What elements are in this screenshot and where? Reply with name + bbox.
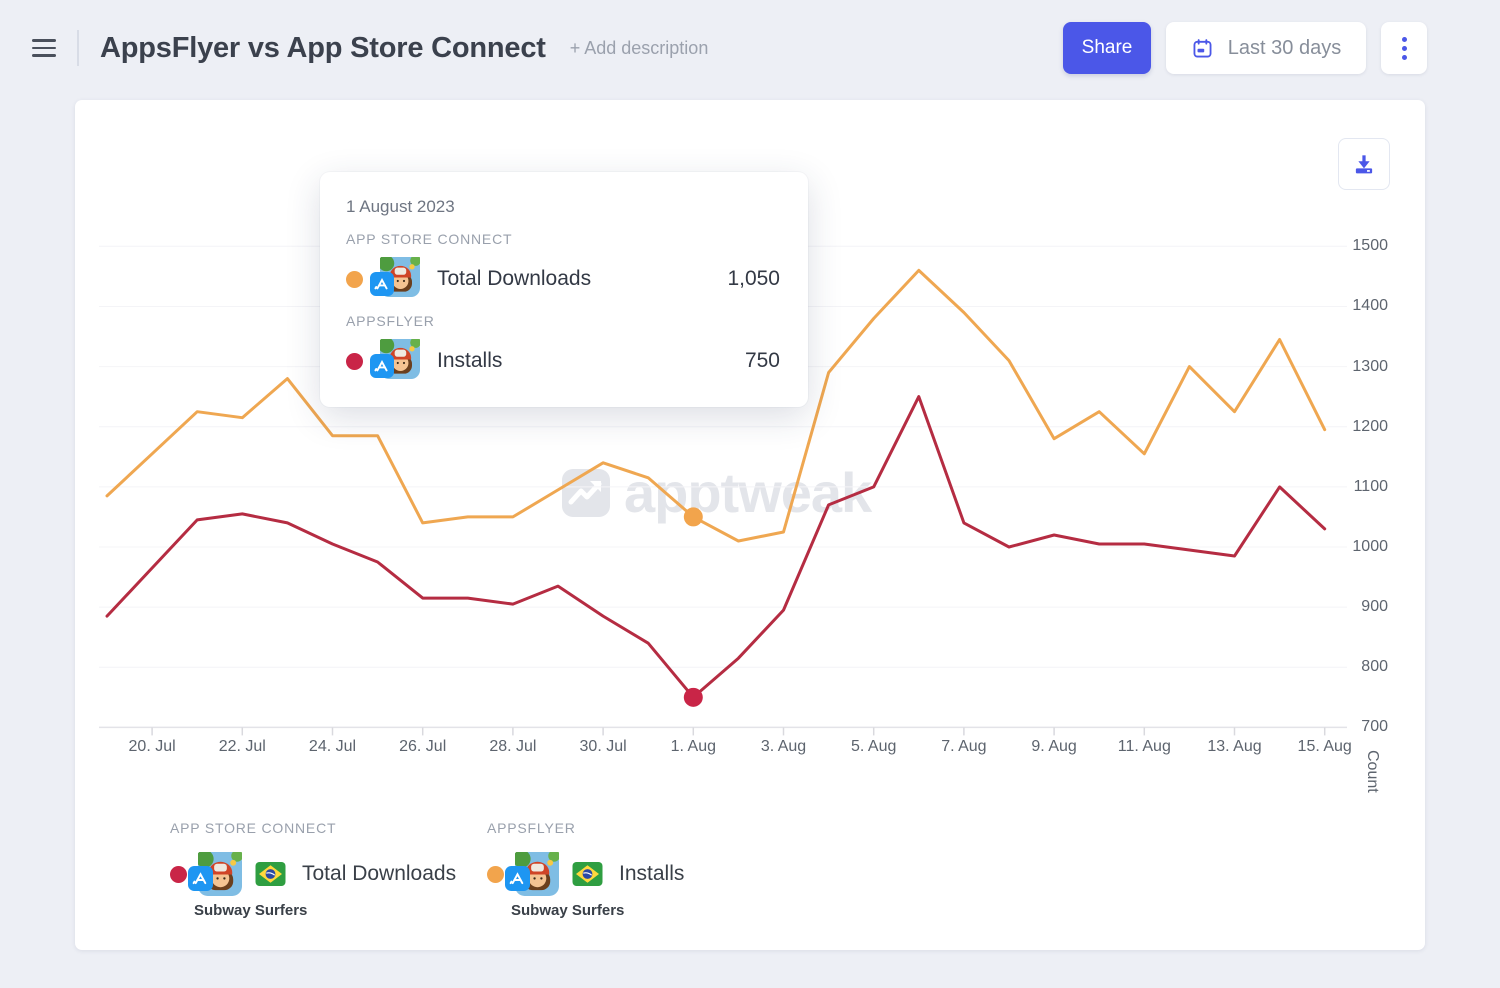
- kebab-icon: [1401, 36, 1407, 42]
- y-axis-title: Count: [1364, 750, 1381, 793]
- hamburger-menu-icon[interactable]: [32, 39, 56, 57]
- tooltip-metric-name: Installs: [437, 349, 503, 372]
- date-range-label: Last 30 days: [1227, 36, 1342, 59]
- highlight-dot-1[interactable]: [683, 687, 703, 707]
- add-description-link[interactable]: + Add description: [569, 37, 709, 58]
- app-store-badge-icon: [370, 272, 394, 301]
- calendar-icon: [1191, 37, 1214, 60]
- legend-item[interactable]: Installs: [487, 850, 685, 896]
- tooltip-date: 1 August 2023: [346, 197, 455, 216]
- page-title: AppsFlyer vs App Store Connect: [100, 31, 546, 64]
- tooltip-metric-row: Total Downloads 1,050: [346, 253, 780, 305]
- highlight-dot-0[interactable]: [683, 507, 703, 527]
- chart-card: apptweak 20. Jul 22. Jul 24. Jul 26. Jul 28.…: [75, 100, 1425, 950]
- brazil-flag-icon: [255, 862, 286, 886]
- series-color-dot: [487, 865, 504, 883]
- legend-app-name: Subway Surfers: [194, 902, 308, 919]
- subway-surfers-app-icon: [513, 850, 560, 901]
- header: AppsFlyer vs App Store Connect + Add des…: [0, 0, 1500, 96]
- header-divider: [77, 30, 79, 66]
- app-store-badge-icon: [505, 866, 530, 896]
- share-button[interactable]: Share: [1063, 22, 1151, 74]
- more-options-button[interactable]: [1381, 22, 1427, 74]
- brazil-flag-icon: [572, 862, 603, 886]
- chart-area: apptweak 20. Jul 22. Jul 24. Jul 26. Jul 28.…: [75, 100, 1425, 950]
- chart-tooltip: 1 August 2023 APP STORE CONNECT Total Do…: [320, 172, 808, 407]
- app-icon-cluster: [370, 255, 421, 301]
- app-icon-cluster: [188, 850, 243, 896]
- app-store-badge-icon: [188, 866, 213, 896]
- legend-group-appsflyer: APPSFLYER Installs: [487, 812, 684, 919]
- series-color-dot: [170, 865, 187, 883]
- legend-metric-name: Total Downloads: [302, 862, 457, 885]
- tooltip-metric-name: Total Downloads: [437, 267, 592, 290]
- tooltip-metric-value: 1,050: [727, 267, 780, 290]
- legend-metric-name: Installs: [619, 862, 685, 885]
- app-store-badge-icon: [370, 354, 394, 383]
- app-icon-cluster: [370, 337, 421, 383]
- subway-surfers-app-icon: [196, 850, 243, 901]
- series-color-dot: [346, 270, 363, 288]
- legend-group-app-store-connect: APP STORE CONNECT Total Downloa: [170, 812, 456, 919]
- export-chart-button[interactable]: [1338, 138, 1390, 190]
- legend-item[interactable]: Total Downloads: [170, 850, 457, 896]
- legend-app-name: Subway Surfers: [511, 902, 625, 919]
- tooltip-section-header: APPSFLYER: [346, 313, 435, 329]
- tooltip-metric-row: Installs 750: [346, 335, 780, 387]
- series-line-0: [105, 268, 1327, 543]
- legend-group-header: APPSFLYER: [487, 820, 576, 836]
- tooltip-section-header: APP STORE CONNECT: [346, 231, 513, 247]
- series-line-1: [105, 395, 1327, 699]
- line-chart[interactable]: [75, 100, 1425, 950]
- series-color-dot: [346, 352, 363, 370]
- tooltip-metric-value: 750: [744, 349, 780, 372]
- download-icon: [1351, 151, 1377, 177]
- date-range-button[interactable]: Last 30 days: [1166, 22, 1366, 74]
- legend-group-header: APP STORE CONNECT: [170, 820, 337, 836]
- app-icon-cluster: [505, 850, 560, 896]
